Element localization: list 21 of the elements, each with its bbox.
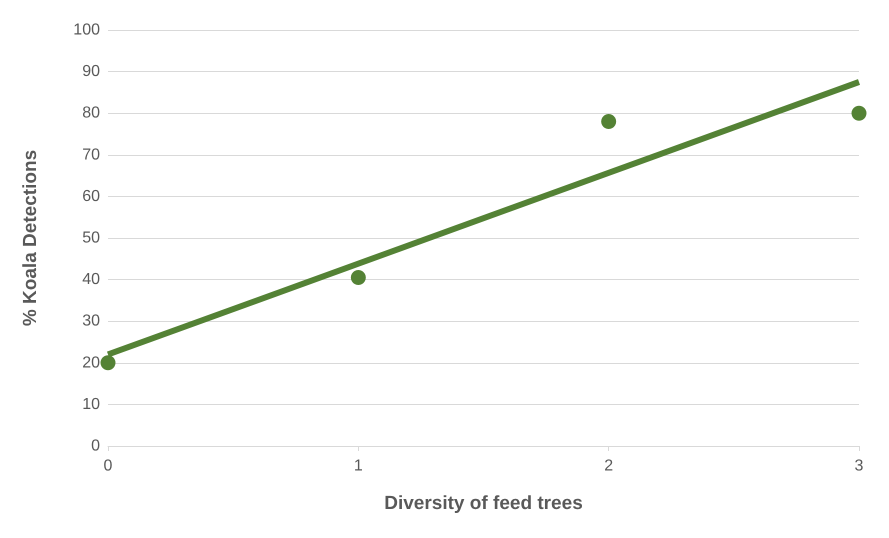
point bbox=[852, 106, 866, 121]
point bbox=[601, 114, 616, 130]
y-axis-title: % Koala Detections bbox=[20, 150, 41, 326]
y-tick-label: 100 bbox=[73, 22, 100, 38]
x-tick-label: 0 bbox=[104, 458, 113, 474]
y-tick-label: 0 bbox=[91, 438, 100, 454]
y-tick-label: 50 bbox=[82, 230, 100, 246]
y-tick-label: 70 bbox=[82, 146, 100, 164]
x-tick-label: 1 bbox=[354, 458, 363, 474]
point bbox=[100, 355, 116, 370]
x-tick-label: 3 bbox=[854, 458, 864, 474]
y-tick-label: 10 bbox=[82, 396, 100, 413]
y-tick-label: 80 bbox=[82, 104, 100, 122]
y-tick-label: 60 bbox=[82, 188, 100, 205]
point bbox=[350, 270, 366, 286]
y-tick-label: 30 bbox=[82, 312, 100, 330]
y-tick-label: 20 bbox=[82, 354, 100, 372]
y-tick-label: 40 bbox=[82, 271, 100, 288]
y-tick-label: 90 bbox=[82, 63, 100, 80]
x-axis-title: Diversity of feed trees bbox=[384, 493, 583, 514]
x-tick-label: 2 bbox=[604, 458, 614, 474]
